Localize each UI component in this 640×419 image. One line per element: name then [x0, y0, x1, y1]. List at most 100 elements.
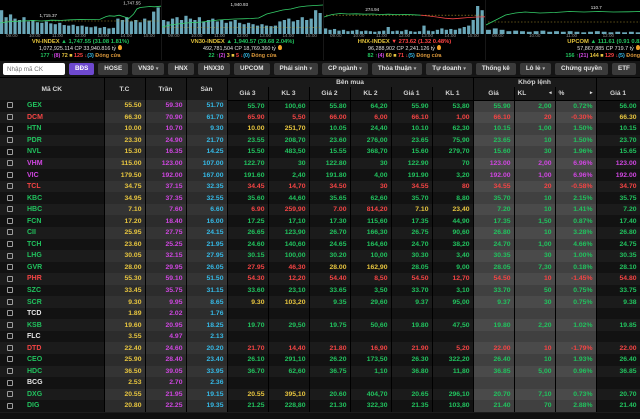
table-row[interactable]: TCH 23.60 25.25 21.95 24.60 140,60 24.65 164,60… — [0, 238, 640, 251]
tab-etf[interactable]: ETF — [612, 63, 636, 75]
tab-hose[interactable]: HOSE — [98, 63, 129, 75]
column-header-ask1-price[interactable]: Giá 1 — [596, 87, 640, 101]
table-row[interactable]: FCN 17.20 18.40 16.00 17.25 17,10 17.30 115,60 1… — [0, 215, 640, 228]
stock-code-cell[interactable]: CEO — [0, 354, 105, 366]
row-checkbox[interactable] — [7, 275, 13, 282]
stock-code-cell[interactable]: FLC — [0, 330, 105, 343]
table-row[interactable]: PHR 55.30 59.10 51.50 54.30 12,20 54.40 8,50 54.… — [0, 273, 640, 285]
table-row[interactable]: SZC 33.45 35.75 31.15 33.60 23,10 33.65 3,50 33.… — [0, 284, 640, 297]
stock-code-cell[interactable]: FCN — [0, 215, 105, 228]
row-checkbox[interactable] — [7, 137, 13, 144]
stock-code-cell[interactable]: DCM — [0, 111, 105, 124]
row-checkbox[interactable] — [7, 252, 13, 259]
tab-lô-lẻ[interactable]: Lô lẻ ▾ — [519, 63, 552, 75]
table-row[interactable]: DXG 20.55 21.95 19.15 20.55 395,10 20.60 404,70… — [0, 388, 640, 401]
row-checkbox[interactable] — [7, 368, 13, 374]
tab-tự-doanh[interactable]: Tự doanh ▾ — [426, 63, 472, 75]
stock-code-cell[interactable]: BCG — [0, 377, 105, 389]
stock-code-cell[interactable]: GEX — [0, 100, 105, 112]
row-checkbox[interactable] — [7, 287, 13, 294]
scroll-columns-left-icon[interactable]: ◂ — [549, 90, 552, 97]
stock-code-cell[interactable]: HBC — [0, 203, 105, 216]
stock-code-cell[interactable]: DTD — [0, 342, 105, 355]
tab-thống-kê[interactable]: Thống kê — [475, 63, 516, 75]
table-row[interactable]: GEX 55.50 59.30 51.70 55.70 100,60 55.80 64,20 5… — [0, 100, 640, 112]
row-checkbox[interactable] — [7, 160, 13, 167]
stock-code-cell[interactable]: NVL — [0, 146, 105, 158]
column-header-bid1-price[interactable]: Giá 1 — [391, 87, 433, 101]
stock-code-cell[interactable]: DIG — [0, 400, 105, 412]
tab-cp-ngành[interactable]: CP ngành ▾ — [322, 63, 368, 75]
stock-code-cell[interactable]: TCL — [0, 180, 105, 193]
row-checkbox[interactable] — [7, 344, 13, 351]
tab-vn30[interactable]: VN30 ▾ — [132, 63, 165, 75]
column-header-matched-volume[interactable]: KL ◂ — [514, 87, 556, 101]
table-row[interactable]: PDR 23.30 24.90 21.70 23.55 208,70 23.60 276,00… — [0, 134, 640, 147]
tab-hnx[interactable]: HNX — [168, 63, 194, 75]
scroll-columns-right-icon[interactable]: ▸ — [590, 90, 593, 97]
row-checkbox[interactable] — [7, 321, 13, 328]
row-checkbox[interactable] — [7, 194, 13, 201]
search-input[interactable] — [3, 63, 65, 75]
table-row[interactable]: DTD 22.40 24.60 20.20 21.70 14,40 21.80 16,90 21… — [0, 342, 640, 355]
table-row[interactable]: BCG 2.53 2.70 2.36 — [0, 377, 640, 389]
row-checkbox[interactable] — [7, 217, 13, 224]
table-row[interactable]: HBC 7.10 7.60 6.60 6.90 259,90 7.00 814,20 7.10 2… — [0, 203, 640, 216]
stock-code-cell[interactable]: TCD — [0, 307, 105, 320]
table-row[interactable]: DCM 66.30 70.90 61.70 65.90 5,50 66.00 6,00 66.1… — [0, 111, 640, 124]
tab-hnx30[interactable]: HNX30 — [197, 63, 231, 75]
table-row[interactable]: GVR 28.00 29.95 26.05 27.95 46,30 28.00 162,90 2… — [0, 261, 640, 274]
row-checkbox[interactable] — [7, 206, 13, 213]
row-checkbox[interactable] — [7, 391, 13, 398]
table-row[interactable]: CEO 25.90 28.40 23.40 26.10 291,10 26.20 173,50… — [0, 354, 640, 366]
table-row[interactable]: KBC 34.95 37.35 32.55 35.60 44,60 35.65 62,60 35… — [0, 192, 640, 204]
stock-code-cell[interactable]: KBC — [0, 192, 105, 204]
column-header-ceiling[interactable]: Trần — [145, 78, 187, 100]
tab-chứng-quyền[interactable]: Chứng quyền — [555, 63, 608, 75]
table-row[interactable]: VHM 115.00 123.00 107.00 122.70 30 122.80 30 122… — [0, 157, 640, 170]
stock-code-cell[interactable]: SCR — [0, 296, 105, 308]
table-row[interactable]: VIC 179.50 192.00 167.00 191.60 2,40 191.80 4,0… — [0, 169, 640, 181]
stock-code-cell[interactable]: PHR — [0, 273, 105, 285]
column-header-bid2-volume[interactable]: KL 2 — [350, 87, 392, 101]
stock-code-cell[interactable]: PDR — [0, 134, 105, 147]
table-row[interactable]: HTN 10.00 10.70 9.30 10.00 251,70 10.05 24,40 10… — [0, 123, 640, 135]
stock-code-cell[interactable]: SZC — [0, 284, 105, 297]
table-row[interactable]: TCL 34.75 37.15 32.35 34.45 14,70 34.50 30 34.55… — [0, 180, 640, 193]
stock-code-cell[interactable]: TCH — [0, 238, 105, 251]
stock-code-cell[interactable]: LHG — [0, 250, 105, 262]
column-header-ref[interactable]: T.C — [104, 78, 146, 100]
table-row[interactable]: NVL 15.30 16.35 14.25 15.50 483,50 15.55 368,70… — [0, 146, 640, 158]
row-checkbox[interactable] — [7, 298, 13, 305]
stock-code-cell[interactable]: GVR — [0, 261, 105, 274]
stock-code-cell[interactable]: CII — [0, 227, 105, 239]
row-checkbox[interactable] — [7, 183, 13, 190]
row-checkbox[interactable] — [7, 171, 13, 178]
stock-code-cell[interactable]: HDC — [0, 365, 105, 378]
stock-code-cell[interactable]: HTN — [0, 123, 105, 135]
column-header-matched-price[interactable]: Giá — [473, 87, 515, 101]
stock-code-cell[interactable]: VHM — [0, 157, 105, 170]
column-header-bid3-volume[interactable]: KL 3 — [268, 87, 310, 101]
table-row[interactable]: DIG 20.80 22.25 19.35 21.25 228,80 21.30 322,30… — [0, 400, 640, 412]
column-header-code[interactable]: Mã CK — [0, 78, 105, 100]
row-checkbox[interactable] — [7, 240, 13, 247]
stock-code-cell[interactable]: KSB — [0, 319, 105, 331]
table-row[interactable]: KSB 19.60 20.95 18.25 19.70 29,50 19.75 50,60 19… — [0, 319, 640, 331]
row-checkbox[interactable] — [7, 102, 13, 109]
stock-code-cell[interactable]: VIC — [0, 169, 105, 181]
column-header-floor[interactable]: Sàn — [186, 78, 228, 100]
table-row[interactable]: CII 25.95 27.75 24.15 26.65 123,90 26.70 166,30… — [0, 227, 640, 239]
column-header-percent[interactable]: % ▸ — [555, 87, 597, 101]
row-checkbox[interactable] — [7, 333, 13, 340]
table-row[interactable]: HDC 36.50 39.05 33.95 36.70 62,60 36.75 1,10 36.… — [0, 365, 640, 378]
row-checkbox[interactable] — [7, 125, 13, 132]
tab-upcom[interactable]: UPCOM — [234, 63, 270, 75]
tab-thỏa-thuận[interactable]: Thỏa thuận ▾ — [371, 63, 423, 75]
row-checkbox[interactable] — [7, 229, 13, 236]
row-checkbox[interactable] — [7, 113, 13, 120]
column-header-bid3-price[interactable]: Giá 3 — [227, 87, 269, 101]
column-header-bid1-volume[interactable]: KL 1 — [432, 87, 474, 101]
row-checkbox[interactable] — [7, 356, 13, 363]
table-row[interactable]: LHG 30.05 32.15 27.95 30.15 100,00 30.20 10,00 3… — [0, 250, 640, 262]
